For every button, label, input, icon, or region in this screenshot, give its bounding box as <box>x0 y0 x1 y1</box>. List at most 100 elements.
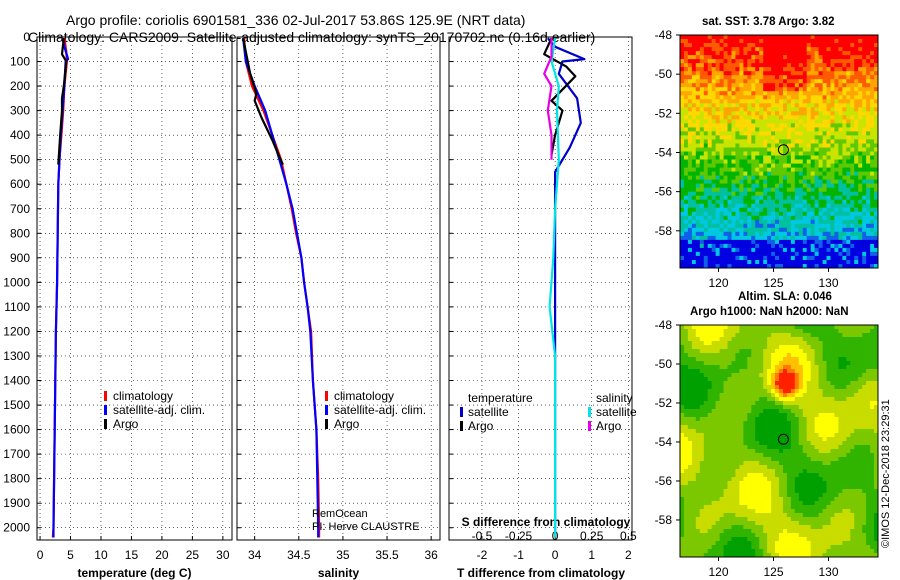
sst-map-cell <box>747 251 752 257</box>
sst-map-cell <box>687 59 693 64</box>
sst-map-cell <box>739 159 744 165</box>
sla-map-cell <box>691 401 697 406</box>
sla-map-cell <box>715 341 721 346</box>
sla-map-cell <box>783 357 788 362</box>
sla-map-cell <box>866 429 871 434</box>
sst-map-cell <box>806 231 812 237</box>
sst-map-cell <box>854 215 859 221</box>
sst-map-cell <box>703 135 709 140</box>
sla-map-cell <box>727 377 733 382</box>
sla-map-cell <box>842 437 847 442</box>
sla-map-cell <box>874 465 878 470</box>
sla-map-cell <box>783 461 788 466</box>
sst-map-cell <box>767 155 772 161</box>
sst-map-cell <box>711 75 717 80</box>
sst-map-cell <box>818 91 824 96</box>
sst-map-cell <box>806 199 812 205</box>
sst-map-cell <box>818 163 824 169</box>
sst-map-cell <box>786 75 792 80</box>
sla-map-cell <box>767 345 772 350</box>
sst-map-cell <box>834 231 839 237</box>
sst-map-cell <box>834 131 839 136</box>
sst-map-cell <box>794 103 800 108</box>
sla-map-cell <box>866 417 871 422</box>
sst-map-cell <box>826 207 832 213</box>
sst-map-cell <box>810 251 816 257</box>
sst-map-cell <box>731 264 737 268</box>
sst-map-cell <box>842 264 847 268</box>
sst-map-cell <box>707 139 713 144</box>
sla-map-cell <box>783 333 788 338</box>
sst-map-cell <box>834 219 839 225</box>
sla-map-cell <box>684 397 689 402</box>
sla-map-cell <box>680 437 685 442</box>
sla-map-cell <box>695 445 701 450</box>
sla-map-cell <box>783 349 788 354</box>
sla-map-cell <box>814 349 820 354</box>
sst-map-cell <box>759 39 764 44</box>
sst-map-cell <box>870 219 875 225</box>
sla-map-cell <box>794 337 800 342</box>
sla-map-cell <box>802 349 808 354</box>
sst-map-cell <box>751 43 756 48</box>
sst-map-cell <box>818 207 824 213</box>
sst-map-cell <box>838 207 843 213</box>
sla-map-cell <box>874 381 878 386</box>
sla-map-cell <box>786 461 792 466</box>
sla-map-cell <box>711 325 717 330</box>
sst-map-cell <box>854 39 859 44</box>
sst-map-cell <box>783 51 788 56</box>
sst-map-cell <box>783 251 788 257</box>
sst-map-cell <box>802 147 808 153</box>
sst-map-cell <box>743 243 748 249</box>
sla-map-cell <box>684 437 689 442</box>
sst-map-cell <box>846 264 851 268</box>
legend-swatch-sal <box>325 405 328 415</box>
sst-map-cell <box>802 264 808 268</box>
sst-map-cell <box>842 123 847 128</box>
sla-map-cell <box>798 461 804 466</box>
sst-map-cell <box>715 199 721 205</box>
sla-map-cell <box>806 413 812 418</box>
sla-map-cell <box>684 445 689 450</box>
sla-map-cell <box>838 397 843 402</box>
sst-map-cell <box>703 115 709 120</box>
sst-map-cell <box>846 203 851 209</box>
sst-map-cell <box>695 264 701 268</box>
sla-map-cell <box>739 409 744 414</box>
sst-map-cell <box>870 123 875 128</box>
sla-map-cell <box>771 397 776 402</box>
sst-map-cell <box>771 139 776 144</box>
sst-map-cell <box>699 155 705 161</box>
sla-map-cell <box>862 457 867 462</box>
sst-map-cell <box>687 99 693 104</box>
sla-map-cell <box>826 421 832 426</box>
sst-map-cell <box>755 95 760 100</box>
sla-map-cell <box>806 461 812 466</box>
sst-map-cell <box>838 243 843 249</box>
sst-map-cell <box>691 247 697 253</box>
sla-map-cell <box>763 389 768 394</box>
sst-map-cell <box>684 199 689 205</box>
sst-map-cell <box>834 247 839 253</box>
sst-map-cell <box>826 143 832 149</box>
sla-map-cell <box>735 433 740 438</box>
sst-map-cell <box>727 215 733 221</box>
sst-map-cell <box>862 167 867 173</box>
sst-map-cell <box>759 175 764 181</box>
sla-map-cell <box>680 389 685 394</box>
sst-map-cell <box>826 163 832 169</box>
sla-map-cell <box>779 409 784 414</box>
sst-map-cell <box>739 227 744 233</box>
sla-map-cell <box>687 365 693 370</box>
sst-map-cell <box>834 260 839 265</box>
sst-map-cell <box>743 103 748 108</box>
sst-map-cell <box>755 83 760 88</box>
sla-map-cell <box>739 465 744 470</box>
sla-map-cell <box>866 397 871 402</box>
sst-map-cell <box>870 79 875 84</box>
sst-map-cell <box>771 71 776 76</box>
sst-map-cell <box>771 67 776 72</box>
sla-map-cell <box>830 381 836 386</box>
sla-map-cell <box>838 409 843 414</box>
